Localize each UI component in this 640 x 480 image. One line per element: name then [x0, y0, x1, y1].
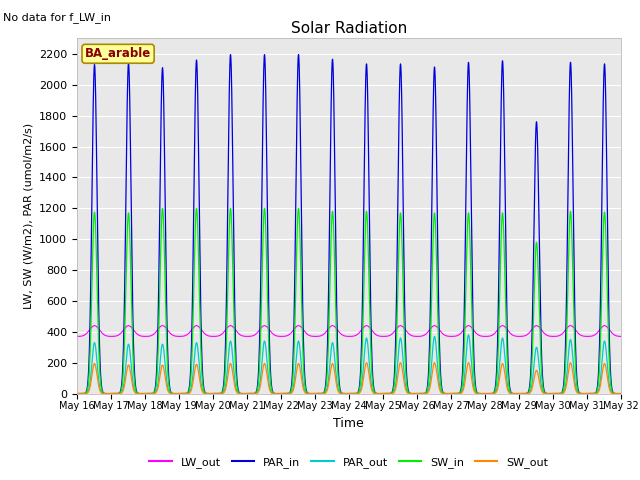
Text: BA_arable: BA_arable [85, 47, 151, 60]
X-axis label: Time: Time [333, 417, 364, 430]
Y-axis label: LW, SW (W/m2), PAR (umol/m2/s): LW, SW (W/m2), PAR (umol/m2/s) [23, 123, 33, 309]
Text: No data for f_LW_in: No data for f_LW_in [3, 12, 111, 23]
Legend: LW_out, PAR_in, PAR_out, SW_in, SW_out: LW_out, PAR_in, PAR_out, SW_in, SW_out [145, 453, 552, 472]
Title: Solar Radiation: Solar Radiation [291, 21, 407, 36]
